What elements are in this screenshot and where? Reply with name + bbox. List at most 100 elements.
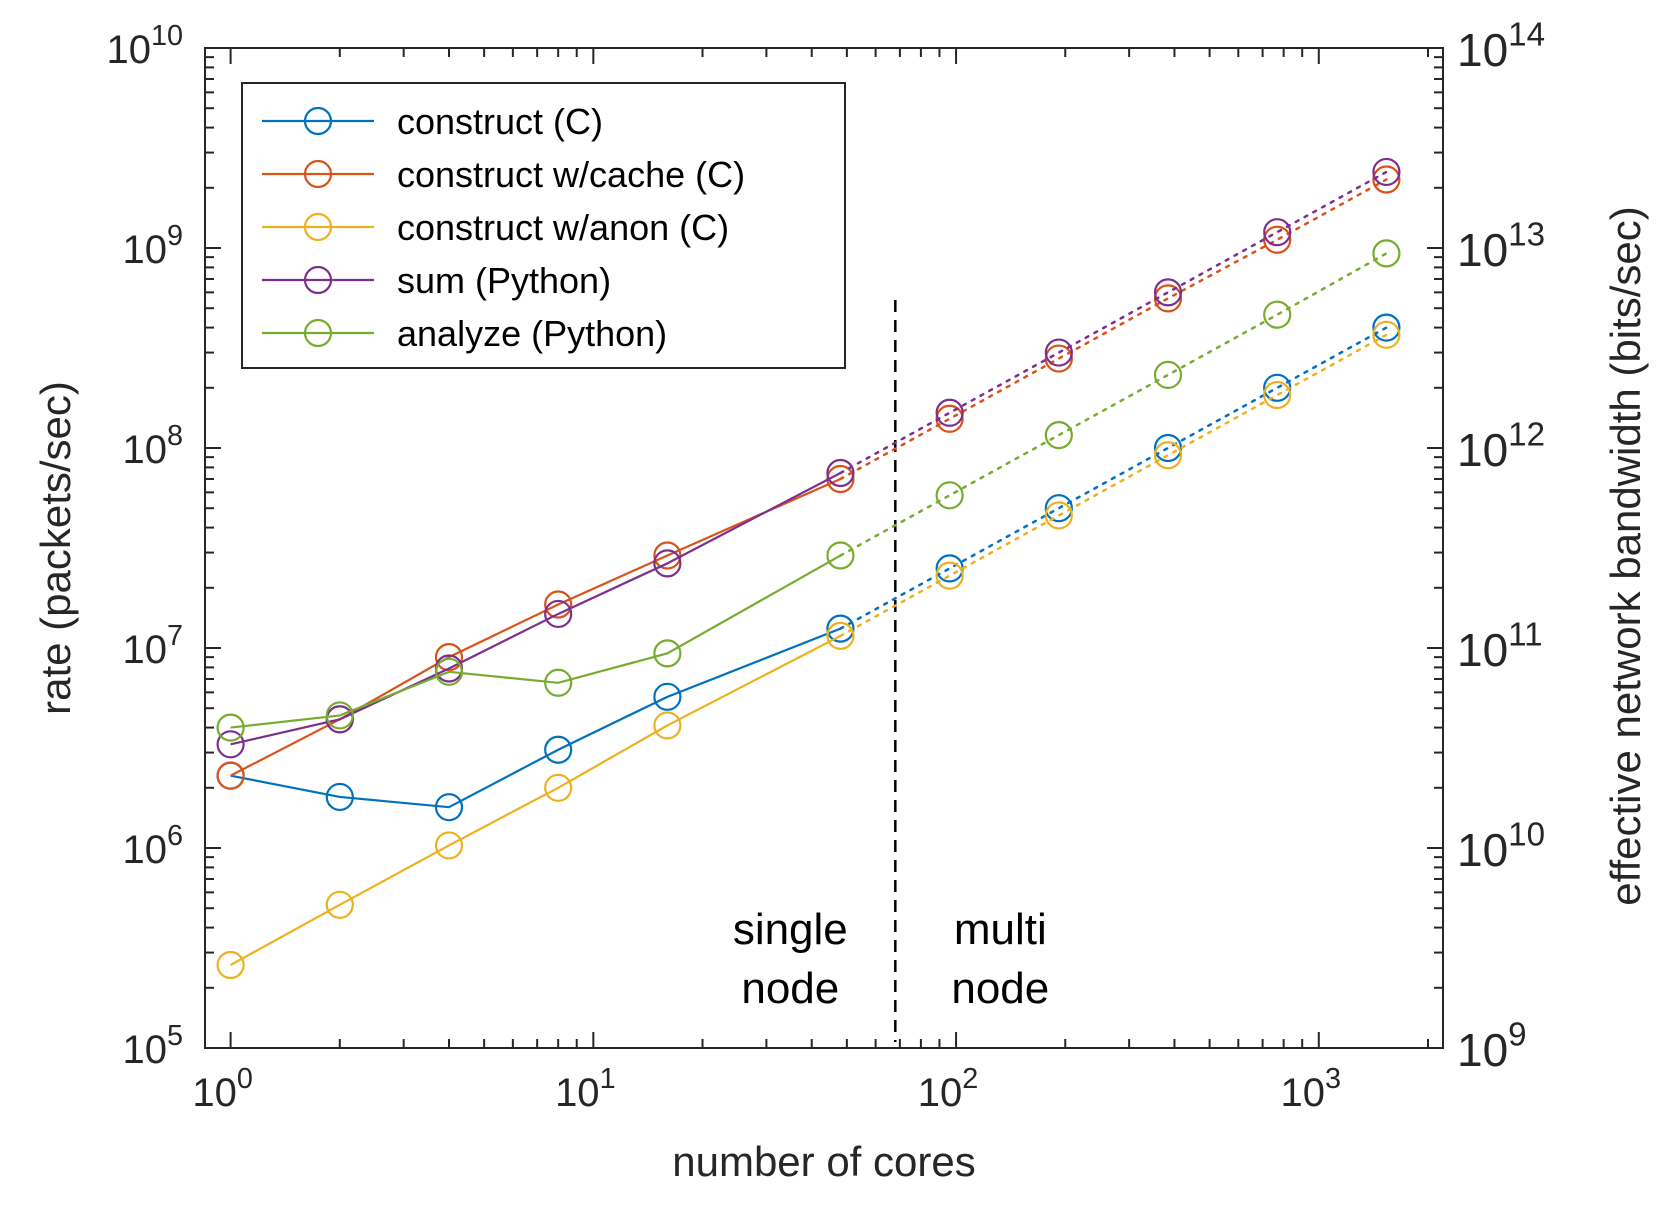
data-point	[434, 793, 464, 822]
series-4	[216, 239, 1401, 742]
y-right-tick-label: 1012	[1457, 416, 1545, 476]
data-point	[1263, 300, 1292, 329]
series-line-dotted	[839, 333, 1388, 638]
data-point	[216, 713, 245, 742]
data-point	[826, 541, 855, 570]
data-point	[434, 657, 464, 686]
legend-label: construct w/anon (C)	[397, 207, 729, 248]
series-line-solid	[230, 477, 841, 777]
y-tick-label: 106	[122, 820, 183, 872]
legend-marker	[303, 159, 333, 189]
data-point	[826, 621, 855, 650]
data-point	[1044, 494, 1073, 523]
series-line-dotted	[839, 326, 1388, 630]
data-point	[653, 639, 682, 668]
legend-marker	[303, 265, 333, 295]
y-right-axis-label: effective network bandwidth (bits/sec)	[1602, 206, 1649, 906]
data-point	[544, 590, 573, 619]
data-point	[1044, 501, 1073, 530]
x-tick-label: 100	[192, 1063, 253, 1115]
data-point	[1044, 344, 1073, 373]
legend-entry-1: construct w/cache (C)	[262, 154, 745, 195]
data-point	[325, 890, 354, 919]
y-tick-label: 109	[122, 220, 183, 272]
data-point	[826, 458, 855, 488]
y-tick-label: 105	[122, 1020, 183, 1072]
plot-box	[204, 47, 1444, 1049]
series-line-solid	[230, 627, 841, 809]
series-line-solid	[230, 634, 841, 966]
data-point	[325, 701, 354, 730]
x-tick-label: 101	[555, 1063, 616, 1115]
y-right-tick-label: 1010	[1457, 816, 1545, 876]
data-point	[935, 561, 964, 590]
data-point	[653, 682, 682, 711]
annotation-single-node: single	[733, 905, 848, 954]
data-point	[1372, 165, 1401, 194]
legend-label: construct w/cache (C)	[397, 154, 745, 195]
data-point	[935, 481, 964, 510]
data-point	[544, 599, 573, 629]
y-right-tick-label: 1014	[1457, 16, 1545, 76]
data-point	[653, 549, 682, 578]
data-point	[1044, 338, 1073, 367]
data-point	[1372, 313, 1401, 342]
annotation-multi-node: multi	[954, 905, 1047, 954]
data-point	[544, 668, 573, 697]
data-point	[434, 831, 464, 860]
series-3	[216, 157, 1401, 759]
x-tick-label: 102	[918, 1063, 979, 1115]
data-point	[1263, 225, 1292, 254]
data-point	[216, 950, 245, 980]
legend-entry-3: sum (Python)	[262, 260, 611, 301]
data-point	[935, 398, 964, 427]
data-point	[826, 614, 855, 643]
y-tick-label: 108	[122, 420, 183, 472]
y-tick-label: 107	[122, 620, 183, 672]
data-point	[1153, 360, 1183, 390]
data-point	[216, 730, 245, 759]
data-point	[325, 782, 354, 812]
annotation-single-node: node	[741, 964, 839, 1013]
legend-entry-4: analyze (Python)	[262, 313, 667, 354]
data-point	[544, 773, 573, 802]
data-point	[1372, 320, 1401, 349]
y-right-tick-label: 1013	[1457, 216, 1545, 276]
legend-entry-2: construct w/anon (C)	[262, 207, 729, 248]
data-point	[1372, 239, 1401, 268]
series-line-dotted	[839, 178, 1388, 481]
data-point	[1153, 441, 1183, 470]
y-axis-label: rate (packets/sec)	[32, 381, 79, 715]
legend-marker	[303, 212, 333, 242]
y-right-tick-label: 109	[1457, 1016, 1527, 1076]
data-point	[216, 761, 245, 790]
x-tick-label: 103	[1281, 1063, 1342, 1115]
data-point	[1372, 157, 1401, 187]
data-point	[1263, 380, 1292, 410]
x-axis-label: number of cores	[672, 1138, 975, 1185]
y-right-tick-label: 1011	[1457, 616, 1543, 676]
legend-entry-0: construct (C)	[262, 101, 603, 142]
data-point	[544, 735, 573, 764]
series-line-solid	[230, 554, 841, 729]
y-tick-label: 1010	[106, 20, 183, 72]
data-point	[935, 554, 964, 583]
data-point	[1044, 421, 1073, 450]
data-point	[1263, 218, 1292, 247]
legend-marker	[303, 318, 333, 348]
data-point	[653, 711, 682, 740]
legend-label: analyze (Python)	[397, 313, 667, 354]
legend-label: sum (Python)	[397, 260, 611, 301]
legend-label: construct (C)	[397, 101, 603, 142]
series-0	[216, 313, 1401, 822]
legend-box	[241, 82, 846, 369]
series-line-solid	[230, 472, 841, 746]
series-line-dotted	[839, 170, 1388, 475]
series-line-dotted	[839, 252, 1388, 557]
legend-marker	[303, 106, 333, 136]
data-point	[1153, 278, 1183, 307]
annotation-multi-node: node	[951, 964, 1049, 1013]
data-point	[434, 643, 464, 672]
